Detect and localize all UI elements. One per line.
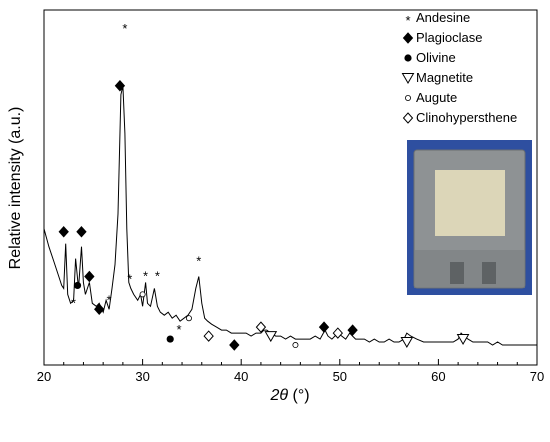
x-tick-label: 60 xyxy=(431,369,445,384)
inset-photo xyxy=(407,140,532,295)
peak-annotations: * * * * * * * * xyxy=(58,21,470,351)
peak-marker-diamond-open xyxy=(332,327,344,339)
peak-marker-star: * xyxy=(196,254,201,269)
x-tick-label: 50 xyxy=(333,369,347,384)
photo-plate-shade xyxy=(414,250,525,288)
peak-marker-diamond-filled xyxy=(229,339,240,351)
peak-marker-triangle-down-open xyxy=(264,331,278,343)
x-tick-label: 70 xyxy=(530,369,544,384)
xrd-pattern-line xyxy=(43,85,537,346)
peak-marker-diamond-filled xyxy=(114,80,126,92)
peak-marker-star: * xyxy=(143,269,148,284)
peak-marker-circle-filled xyxy=(166,335,174,343)
legend-label: Clinohypersthene xyxy=(416,110,517,125)
peak-marker-star: * xyxy=(177,322,182,337)
legend-symbol-diamond-filled xyxy=(402,32,414,44)
legend-label: Andesine xyxy=(416,10,470,25)
photo-clip-right xyxy=(482,262,496,284)
plot-frame xyxy=(43,9,538,366)
peak-marker-diamond-filled xyxy=(84,270,95,283)
legend: * Andesine Plagioclase Olivine Magnetite Augu… xyxy=(401,10,517,125)
legend-label: Plagioclase xyxy=(416,30,483,45)
legend-symbol-triangle-down-open xyxy=(401,73,415,84)
photo-coating xyxy=(435,170,505,236)
x-axis-unit: (°) xyxy=(292,387,309,404)
legend-label: Olivine xyxy=(416,50,456,65)
peak-marker-circle-filled xyxy=(73,281,82,290)
x-axis-title: 2θ (°) xyxy=(269,387,309,404)
peak-marker-circle-open xyxy=(139,291,146,298)
peak-marker-triangle-down-open xyxy=(456,334,470,346)
legend-label: Magnetite xyxy=(416,70,473,85)
x-axis-symbol: 2θ xyxy=(269,387,288,404)
peak-marker-circle-open xyxy=(185,315,192,322)
peak-marker-star: * xyxy=(155,269,160,284)
peak-marker-diamond-filled xyxy=(94,303,105,316)
x-axis: 20 30 40 50 60 70 xyxy=(37,359,544,384)
photo-clip-left xyxy=(450,262,464,284)
y-axis-title: Relative intensity (a.u.) xyxy=(7,107,24,270)
legend-symbol-star: * xyxy=(405,13,410,28)
peak-marker-diamond-filled xyxy=(76,226,87,238)
peak-marker-diamond-filled xyxy=(58,226,69,238)
peak-marker-diamond-open xyxy=(203,330,214,342)
legend-label: Augute xyxy=(416,90,457,105)
peak-marker-diamond-filled xyxy=(347,324,358,336)
legend-symbol-circle-filled xyxy=(404,54,412,62)
peak-marker-star: * xyxy=(127,271,132,286)
peak-marker-circle-open xyxy=(292,342,299,349)
legend-symbol-circle-open xyxy=(404,95,411,102)
legend-symbol-diamond-open xyxy=(402,112,414,124)
peak-marker-star: * xyxy=(107,292,112,307)
peak-marker-diamond-filled xyxy=(318,321,330,333)
x-tick-label: 40 xyxy=(234,369,248,384)
peak-marker-triangle-down-open xyxy=(400,337,414,349)
peak-marker-diamond-open xyxy=(255,321,267,333)
x-tick-label: 30 xyxy=(135,369,149,384)
peak-marker-star: * xyxy=(122,21,127,36)
x-tick-label: 20 xyxy=(37,369,51,384)
peak-marker-star: * xyxy=(71,295,76,310)
